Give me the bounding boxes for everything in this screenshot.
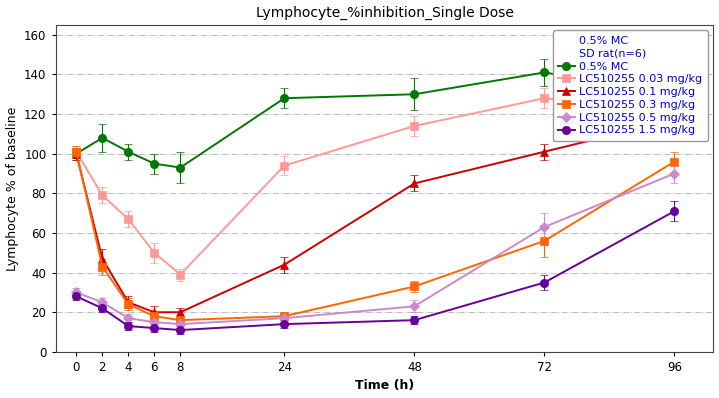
Legend: 0.5% MC, SD rat(n=6), 0.5% MC, LC510255 0.03 mg/kg, LC510255 0.1 mg/kg, LC510255: 0.5% MC, SD rat(n=6), 0.5% MC, LC510255 … xyxy=(552,30,708,141)
Y-axis label: Lymphocyte % of baseline: Lymphocyte % of baseline xyxy=(6,106,19,271)
Title: Lymphocyte_%inhibition_Single Dose: Lymphocyte_%inhibition_Single Dose xyxy=(255,6,513,20)
X-axis label: Time (h): Time (h) xyxy=(355,379,414,392)
